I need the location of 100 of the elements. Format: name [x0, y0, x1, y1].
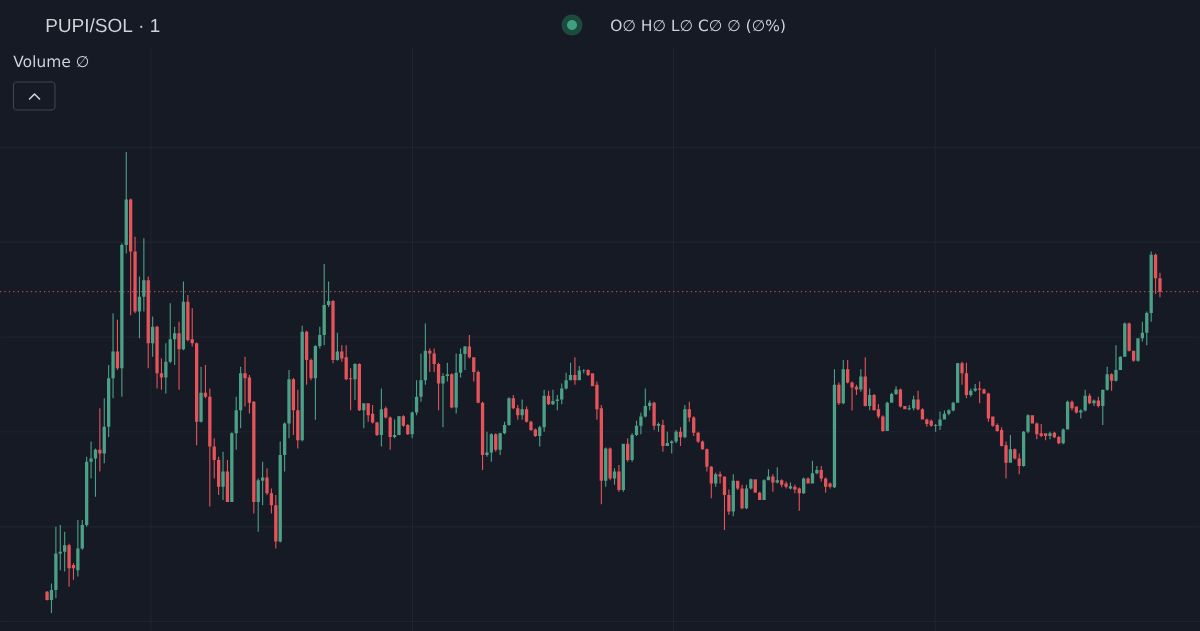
candlestick	[1065, 400, 1070, 430]
candlestick	[696, 431, 700, 443]
candlestick	[1114, 345, 1118, 382]
candlestick	[172, 326, 177, 365]
candlestick	[894, 386, 898, 395]
candlestick	[388, 416, 392, 450]
candlestick	[313, 345, 318, 420]
candlestick	[661, 419, 665, 452]
candlestick	[1131, 350, 1136, 362]
candlestick	[775, 467, 779, 484]
candlestick	[573, 357, 577, 385]
candlestick	[291, 377, 296, 436]
candlestick	[652, 401, 656, 430]
candlestick	[806, 477, 810, 484]
candlestick	[749, 478, 753, 490]
candlestick	[186, 294, 190, 342]
candlestick	[107, 364, 111, 437]
candlestick	[753, 479, 757, 493]
candlestick	[582, 369, 586, 374]
candlestick	[375, 421, 379, 436]
candlestick	[951, 401, 955, 412]
candlestick	[164, 343, 168, 394]
candlestick	[225, 459, 230, 502]
candlestick	[1136, 338, 1140, 362]
candlestick	[551, 389, 555, 406]
candlestick	[608, 447, 612, 481]
candlestick	[190, 308, 194, 347]
candlestick	[63, 531, 67, 572]
candlestick	[1149, 251, 1153, 322]
candlestick	[850, 381, 854, 411]
candlestick	[67, 543, 71, 587]
candlestick	[560, 383, 564, 405]
candlestick	[868, 388, 872, 411]
candlestick	[181, 281, 186, 351]
candlestick	[788, 482, 793, 490]
candlestick	[1017, 453, 1021, 475]
candlestick	[793, 484, 797, 494]
candlestick	[485, 431, 489, 457]
candlestick	[357, 363, 362, 412]
candlestick	[216, 456, 221, 495]
candlestick	[819, 465, 823, 482]
candlestick	[885, 401, 889, 431]
candlestick	[419, 353, 423, 402]
candlestick	[155, 325, 159, 389]
candlestick	[687, 401, 691, 422]
candlestick	[630, 433, 634, 462]
candlestick	[780, 479, 784, 488]
candlestick	[366, 403, 370, 422]
candlestick	[736, 480, 740, 490]
candlestick	[1127, 322, 1131, 352]
candlestick	[49, 583, 54, 613]
candlestick	[1026, 414, 1030, 434]
candlestick	[1105, 366, 1109, 391]
candlestick	[643, 388, 647, 418]
candlestick	[287, 370, 291, 439]
candlestick	[705, 448, 709, 472]
candlestick	[340, 345, 344, 362]
candlestick	[832, 369, 837, 489]
candlestick	[564, 372, 568, 390]
candlestick	[964, 362, 969, 399]
candlestick	[1092, 399, 1096, 407]
candlestick	[410, 411, 414, 439]
candlestick	[617, 465, 621, 492]
candlestick	[445, 362, 450, 382]
candlestick	[916, 390, 920, 411]
candlestick	[1070, 400, 1074, 411]
candlestick	[1083, 389, 1087, 412]
candlestick	[718, 471, 722, 484]
candlestick	[230, 432, 234, 502]
candlestick	[432, 348, 436, 372]
candlestick	[494, 433, 498, 452]
candlestick	[304, 330, 309, 385]
candlestick	[771, 474, 775, 492]
candlestick	[920, 408, 925, 420]
candlestick	[76, 519, 80, 577]
candlestick	[353, 363, 357, 401]
candlestick	[784, 481, 788, 489]
candlestick	[238, 366, 243, 429]
candlestick	[639, 412, 643, 435]
candlestick	[1048, 431, 1052, 440]
candlestick	[837, 382, 841, 406]
candlestick	[604, 447, 608, 487]
candlestick	[859, 369, 863, 392]
candlestick	[740, 484, 744, 510]
candlestick	[815, 465, 819, 475]
candlestick	[524, 406, 529, 423]
candlestick	[925, 418, 929, 427]
candlestick	[137, 276, 142, 339]
candlestick	[370, 405, 375, 424]
candlestick	[102, 398, 106, 464]
candlestick	[89, 441, 93, 479]
candlestick	[1101, 389, 1105, 425]
candlestick	[397, 416, 401, 436]
candlestick	[529, 420, 533, 431]
candlestick	[296, 389, 300, 449]
candlestick	[489, 433, 493, 462]
candlestick	[450, 373, 454, 409]
candlestick	[379, 388, 384, 447]
candlestick	[621, 443, 625, 492]
candlestick	[538, 425, 542, 447]
